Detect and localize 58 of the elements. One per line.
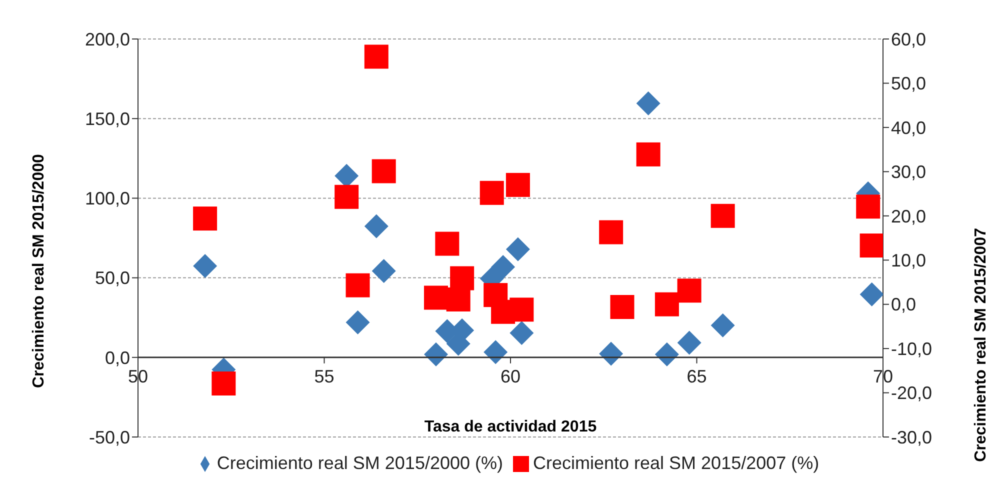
- point: [364, 214, 388, 238]
- point: [372, 258, 396, 283]
- point: [610, 294, 634, 319]
- point: [510, 298, 534, 322]
- y-tick-label: 100,0: [84, 188, 130, 209]
- point: [599, 220, 624, 244]
- point: [346, 310, 370, 334]
- point: [372, 159, 396, 184]
- point: [334, 184, 359, 209]
- point: [506, 237, 530, 262]
- y2-tick-label: 10,0: [891, 250, 926, 270]
- y2-tick-label: -20,0: [891, 383, 932, 404]
- point: [424, 342, 448, 366]
- point: [856, 194, 880, 219]
- point: [860, 282, 883, 306]
- point: [491, 254, 516, 279]
- point: [506, 172, 530, 197]
- y-tick-label: -50,0: [88, 427, 130, 448]
- point: [193, 254, 218, 278]
- point: [480, 180, 504, 205]
- point: [364, 44, 388, 69]
- point: [346, 273, 370, 298]
- y2-tick-label: 50,0: [891, 74, 926, 94]
- x-tick-label: 55: [314, 366, 334, 386]
- legend-label: Crecimiento real SM 2015/2000 (%): [216, 453, 503, 473]
- point: [860, 234, 883, 258]
- y2-tick-label: 0,0: [891, 294, 916, 315]
- point: [510, 321, 534, 346]
- point: [435, 232, 460, 256]
- point: [424, 286, 448, 310]
- x-tick-label: 60: [500, 366, 521, 386]
- legend-label: Crecimiento real SM 2015/2007 (%): [533, 453, 820, 473]
- point: [654, 292, 679, 316]
- y2-tick-label: 30,0: [891, 162, 926, 182]
- x-axis-title: Tasa de actividad 2015: [424, 418, 597, 436]
- point: [193, 206, 218, 231]
- x-tick-label: 65: [686, 366, 707, 386]
- point: [677, 330, 702, 355]
- y2-tick-label: 60,0: [891, 29, 926, 50]
- y2-tick-label: 20,0: [891, 206, 926, 226]
- point: [636, 142, 660, 166]
- point: [599, 342, 624, 366]
- point: [212, 371, 236, 396]
- point: [710, 204, 735, 228]
- y-tick-label: 200,0: [84, 29, 130, 50]
- point: [636, 91, 660, 116]
- y-axis-title: Crecimiento real SM 2015/2000: [30, 154, 48, 388]
- y-tick-label: 50,0: [94, 268, 130, 288]
- y2-axis-title: Crecimiento real SM 2015/2007: [972, 228, 990, 462]
- y-tick-label: 150,0: [84, 108, 130, 129]
- point: [484, 340, 508, 364]
- point: [710, 313, 735, 338]
- point: [677, 278, 702, 303]
- y-tick-label: 0,0: [104, 348, 130, 368]
- y2-tick-label: 40,0: [891, 118, 926, 138]
- point: [654, 342, 679, 366]
- y2-tick-label: -30,0: [891, 427, 932, 448]
- y2-tick-label: -10,0: [891, 338, 932, 359]
